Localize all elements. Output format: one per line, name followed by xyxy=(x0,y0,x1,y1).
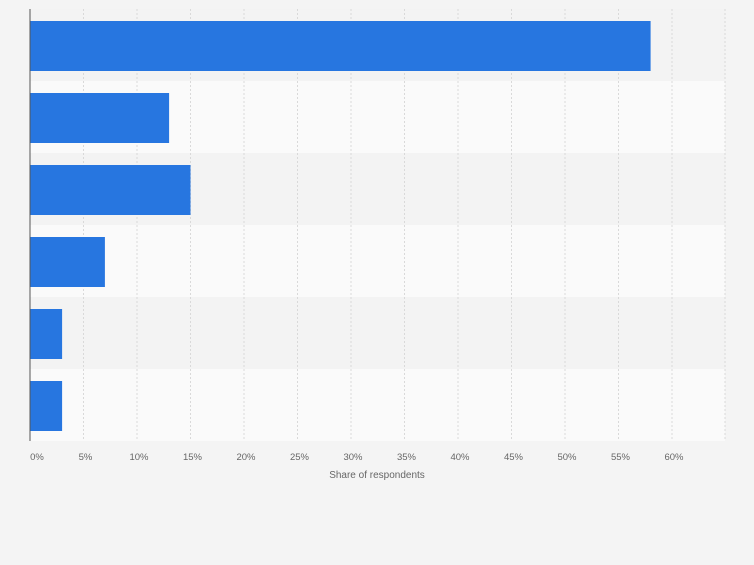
x-tick-label: 5% xyxy=(79,452,93,463)
bar[interactable] xyxy=(30,21,651,71)
x-axis-label: Share of respondents xyxy=(329,470,425,481)
x-tick-label: 20% xyxy=(236,452,256,463)
x-tick-label: 15% xyxy=(183,452,203,463)
bar[interactable] xyxy=(30,237,105,287)
x-tick-label: 35% xyxy=(397,452,417,463)
x-tick-label: 45% xyxy=(504,452,524,463)
bars xyxy=(30,21,651,431)
row-bands xyxy=(30,9,725,441)
bar[interactable] xyxy=(30,309,63,359)
x-tick-label: 25% xyxy=(290,452,310,463)
row-band xyxy=(30,297,725,369)
bar[interactable] xyxy=(30,381,63,431)
x-tick-label: 55% xyxy=(611,452,631,463)
x-tick-label: 10% xyxy=(129,452,149,463)
row-band xyxy=(30,369,725,441)
bar[interactable] xyxy=(30,165,191,215)
x-tick-label: 50% xyxy=(557,452,577,463)
x-axis-tick-labels: 0% 5% 10% 15% 20% 25% 30% 35% 40% 45% 50% 55% 60% xyxy=(30,452,684,463)
row-band xyxy=(30,225,725,297)
x-tick-label: 40% xyxy=(450,452,470,463)
x-tick-label: 0% xyxy=(30,452,44,463)
x-tick-label: 60% xyxy=(664,452,684,463)
gridlines xyxy=(83,9,726,441)
x-tick-label: 30% xyxy=(343,452,363,463)
bar[interactable] xyxy=(30,93,170,143)
